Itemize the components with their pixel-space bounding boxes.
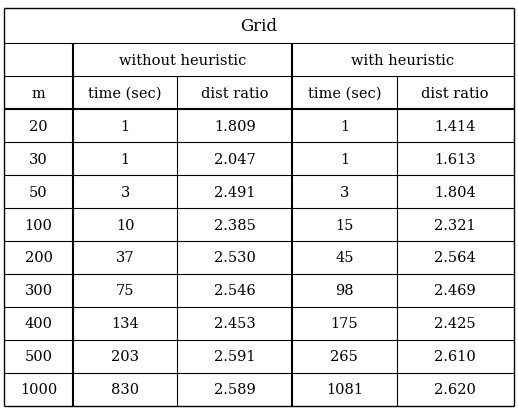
Text: 1.804: 1.804 — [435, 185, 476, 199]
Text: time (sec): time (sec) — [308, 86, 381, 101]
Text: 1: 1 — [121, 119, 130, 133]
Text: 30: 30 — [29, 152, 48, 166]
Text: 100: 100 — [25, 218, 52, 232]
Text: m: m — [32, 86, 46, 101]
Text: 1081: 1081 — [326, 382, 363, 396]
Text: 3: 3 — [340, 185, 349, 199]
Text: 2.546: 2.546 — [214, 284, 256, 298]
Text: 2.469: 2.469 — [435, 284, 476, 298]
Text: 2.491: 2.491 — [214, 185, 255, 199]
Text: 3: 3 — [121, 185, 130, 199]
Text: dist ratio: dist ratio — [201, 86, 268, 101]
Text: without heuristic: without heuristic — [119, 54, 246, 67]
Text: 2.591: 2.591 — [214, 349, 255, 364]
Text: 98: 98 — [335, 284, 354, 298]
Text: 75: 75 — [116, 284, 135, 298]
Text: 500: 500 — [24, 349, 52, 364]
Text: 2.589: 2.589 — [214, 382, 256, 396]
Text: 2.530: 2.530 — [214, 251, 256, 265]
Text: 15: 15 — [335, 218, 354, 232]
Text: with heuristic: with heuristic — [351, 54, 455, 67]
Text: 134: 134 — [111, 317, 139, 330]
Text: 300: 300 — [24, 284, 53, 298]
Text: 2.610: 2.610 — [435, 349, 476, 364]
Text: 265: 265 — [330, 349, 358, 364]
Text: 10: 10 — [116, 218, 135, 232]
Text: 200: 200 — [24, 251, 52, 265]
Text: 175: 175 — [330, 317, 358, 330]
Text: 50: 50 — [29, 185, 48, 199]
Text: 1: 1 — [340, 119, 349, 133]
Text: 2.321: 2.321 — [435, 218, 476, 232]
Text: time (sec): time (sec) — [89, 86, 162, 101]
Text: 2.453: 2.453 — [214, 317, 256, 330]
Text: 830: 830 — [111, 382, 139, 396]
Text: 1.414: 1.414 — [435, 119, 476, 133]
Text: 37: 37 — [116, 251, 135, 265]
Text: 2.425: 2.425 — [435, 317, 476, 330]
Text: 1000: 1000 — [20, 382, 57, 396]
Text: 2.620: 2.620 — [434, 382, 476, 396]
Text: 2.564: 2.564 — [435, 251, 476, 265]
Text: 203: 203 — [111, 349, 139, 364]
Text: 45: 45 — [335, 251, 354, 265]
Text: 2.385: 2.385 — [214, 218, 256, 232]
Text: 1: 1 — [340, 152, 349, 166]
Text: dist ratio: dist ratio — [422, 86, 489, 101]
Text: Grid: Grid — [240, 18, 278, 35]
Text: 1: 1 — [121, 152, 130, 166]
Text: 1.613: 1.613 — [435, 152, 476, 166]
Text: 1.809: 1.809 — [214, 119, 256, 133]
Text: 2.047: 2.047 — [214, 152, 256, 166]
Text: 20: 20 — [29, 119, 48, 133]
Text: 400: 400 — [24, 317, 52, 330]
